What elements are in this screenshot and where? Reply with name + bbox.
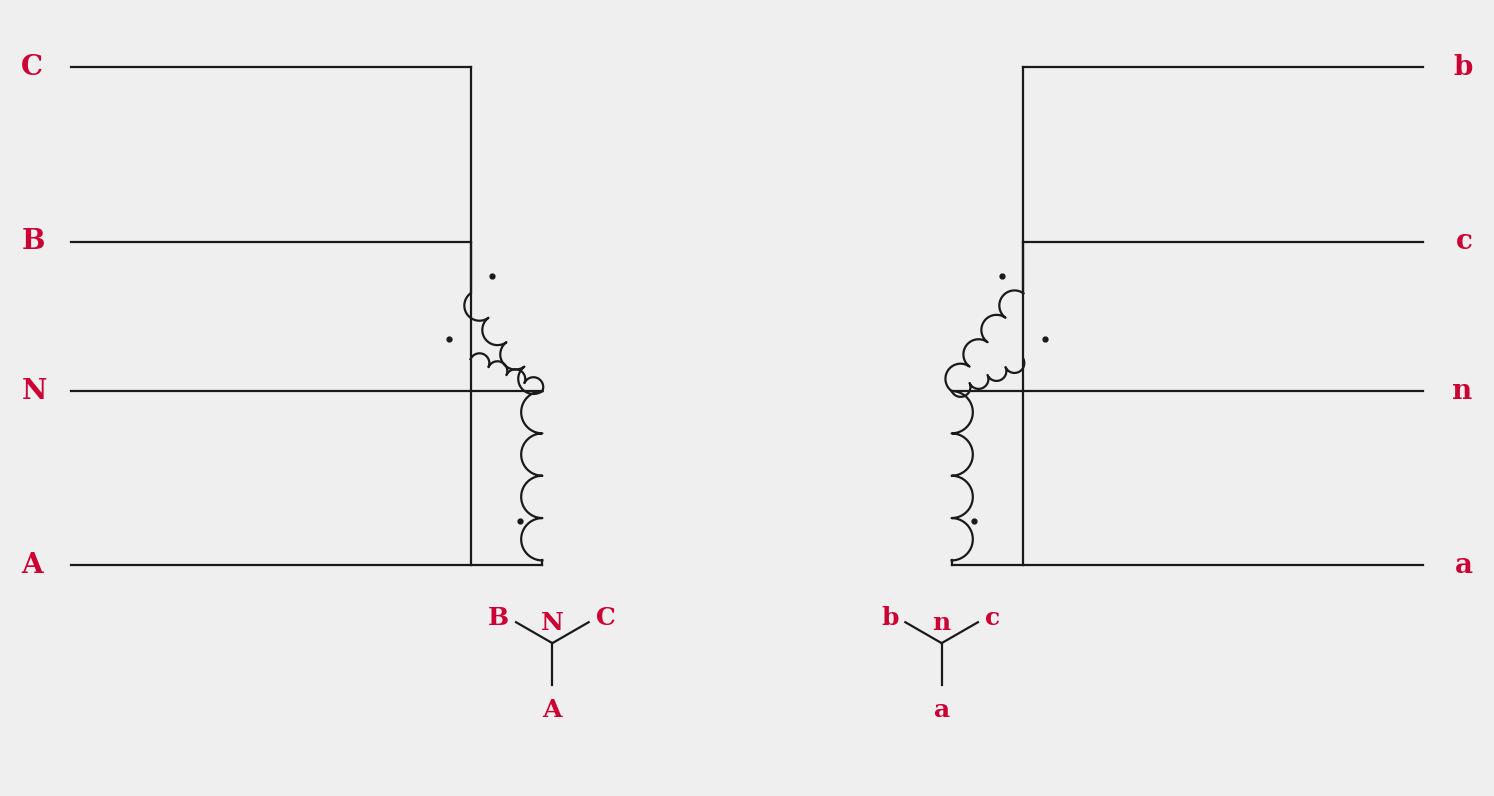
Text: a: a — [1455, 552, 1473, 579]
Text: C: C — [21, 53, 43, 80]
Text: B: B — [489, 607, 509, 630]
Text: a: a — [934, 698, 950, 722]
Text: C: C — [596, 607, 616, 630]
Text: n: n — [932, 611, 950, 635]
Text: b: b — [1454, 53, 1473, 80]
Text: c: c — [1455, 228, 1473, 255]
Text: A: A — [21, 552, 43, 579]
Text: b: b — [881, 607, 898, 630]
Text: A: A — [542, 698, 562, 722]
Text: n: n — [1452, 377, 1473, 404]
Text: N: N — [21, 377, 46, 404]
Text: c: c — [985, 607, 999, 630]
Text: N: N — [541, 611, 563, 635]
Text: B: B — [21, 228, 45, 255]
